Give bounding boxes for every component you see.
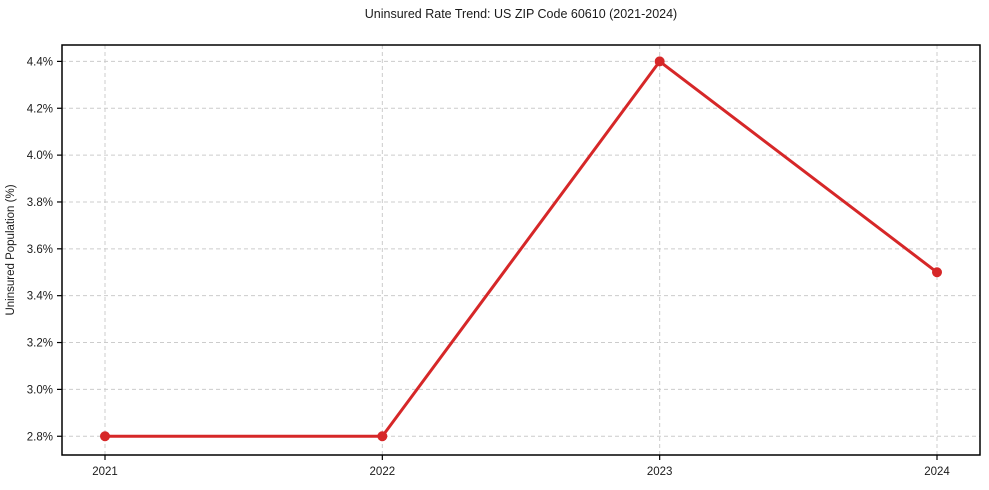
- plot-border: [61, 44, 981, 456]
- y-tick-label: 3.8%: [27, 197, 53, 209]
- y-tick-label: 3.0%: [27, 384, 53, 396]
- y-axis-label: Uninsured Population (%): [5, 184, 17, 315]
- y-tick-label: 4.4%: [27, 56, 53, 68]
- chart-title: Uninsured Rate Trend: US ZIP Code 60610 …: [364, 7, 678, 21]
- y-tick-label: 3.2%: [27, 338, 53, 350]
- x-tick-label: 2021: [92, 466, 118, 478]
- x-tick-label: 2023: [647, 466, 673, 478]
- x-tick-label: 2024: [924, 466, 950, 478]
- data-point: [654, 56, 665, 67]
- y-tick-label: 2.8%: [27, 431, 53, 443]
- data-point: [932, 267, 942, 278]
- y-tick-label: 4.2%: [27, 103, 53, 115]
- y-tick-label: 4.0%: [27, 150, 53, 162]
- y-tick-label: 3.6%: [27, 244, 53, 256]
- y-tick-label: 3.4%: [27, 291, 53, 303]
- trend-line: [103, 59, 939, 438]
- data-point: [377, 431, 388, 442]
- data-point: [100, 431, 110, 442]
- x-tick-label: 2022: [370, 466, 396, 478]
